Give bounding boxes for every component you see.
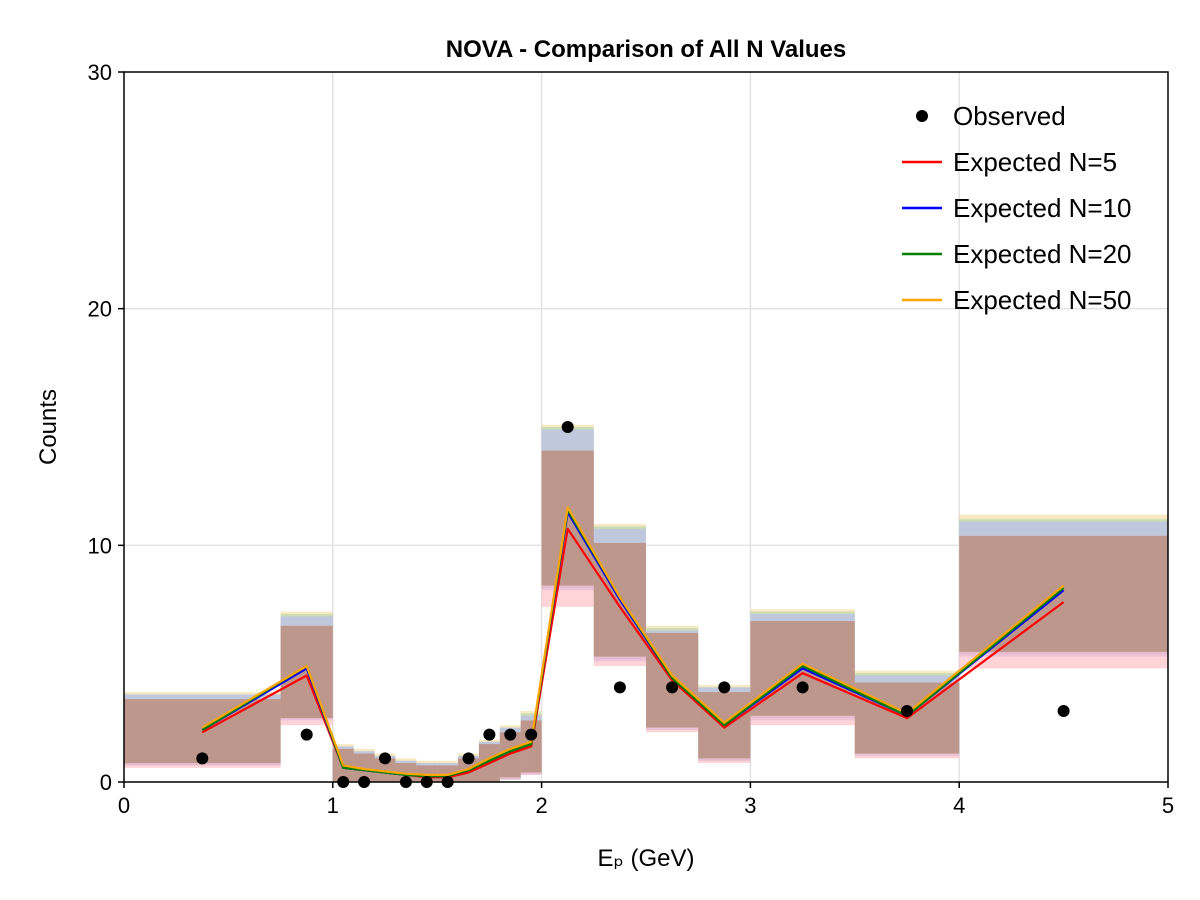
observed-point-1 xyxy=(300,728,313,741)
observed-point-8 xyxy=(462,752,475,765)
y-tick-label-2: 20 xyxy=(88,297,112,322)
legend-marker-observed xyxy=(916,110,928,122)
band-overlap-3 xyxy=(353,753,375,782)
observed-points xyxy=(196,421,1070,788)
chart-title: NOVA - Comparison of All N Values xyxy=(446,36,847,63)
line-expected-n-20 xyxy=(201,508,1065,778)
observed-point-12 xyxy=(561,421,574,433)
x-tick-label-4: 4 xyxy=(953,793,965,818)
legend-label-observed: Observed xyxy=(953,101,1066,131)
expected-lines xyxy=(201,506,1065,779)
observed-point-11 xyxy=(525,728,538,741)
x-tick-label-3: 3 xyxy=(744,793,756,818)
observed-point-17 xyxy=(901,705,913,717)
observed-point-0 xyxy=(196,752,209,765)
y-axis-label: Counts xyxy=(35,389,62,465)
observed-point-9 xyxy=(483,728,496,741)
legend-label-expected-n-50: Expected N=50 xyxy=(953,285,1132,315)
x-tick-label-2: 2 xyxy=(535,793,547,818)
observed-point-4 xyxy=(379,752,391,765)
x-tick-label-0: 0 xyxy=(118,793,130,818)
legend-label-expected-n-20: Expected N=20 xyxy=(953,239,1132,269)
y-tick-label-3: 30 xyxy=(88,60,112,85)
observed-point-18 xyxy=(1057,705,1070,717)
axis-ticks: 0 1 2 3 4 5 0 10 20 30 xyxy=(88,60,1175,818)
observed-point-16 xyxy=(796,681,809,694)
band-overlap-4 xyxy=(374,758,396,782)
band-overlap-18 xyxy=(959,535,1168,652)
y-tick-label-0: 0 xyxy=(100,770,112,795)
line-expected-n-50 xyxy=(201,506,1065,777)
band-overlap-5 xyxy=(395,763,417,782)
observed-point-15 xyxy=(718,681,731,694)
legend-label-expected-n-5: Expected N=5 xyxy=(953,147,1117,177)
y-tick-label-1: 10 xyxy=(88,533,112,558)
x-axis-label: Eₚ (GeV) xyxy=(598,845,695,872)
observed-point-14 xyxy=(666,681,679,694)
observed-point-10 xyxy=(504,728,517,741)
legend-label-expected-n-10: Expected N=10 xyxy=(953,193,1132,223)
legend: Observed Expected N=5 Expected N=10 Expecte… xyxy=(902,101,1132,315)
band-overlap-1 xyxy=(280,625,333,719)
observed-point-13 xyxy=(613,681,626,694)
x-tick-label-1: 1 xyxy=(327,793,339,818)
x-tick-label-5: 5 xyxy=(1162,793,1174,818)
plot-frame xyxy=(123,71,1169,783)
